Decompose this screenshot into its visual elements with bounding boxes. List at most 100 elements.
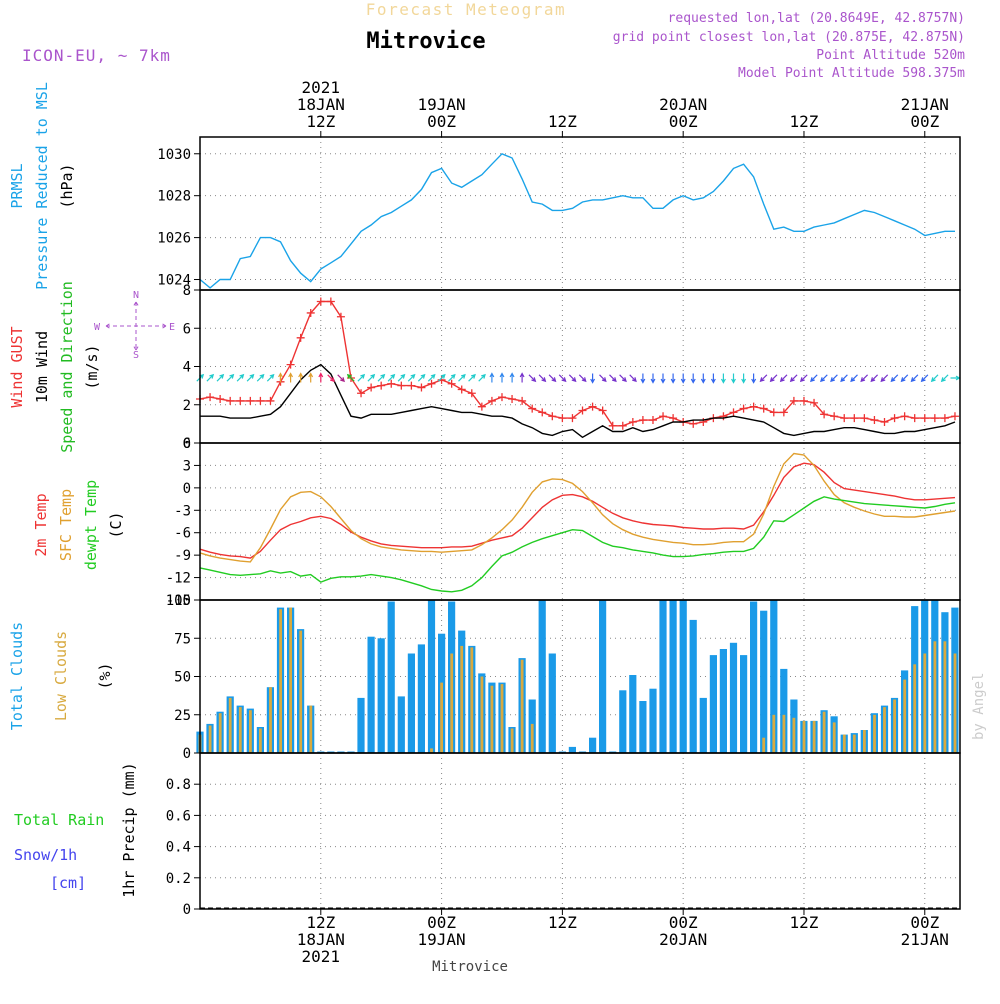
gust-marker [789, 396, 798, 405]
top-time-label: 00Z [669, 112, 698, 131]
gust-marker [920, 414, 929, 423]
wind-direction-arrow [216, 373, 225, 382]
gust-marker [930, 414, 939, 423]
gust-marker [216, 395, 225, 404]
gust-marker [487, 396, 496, 405]
gust-marker [850, 414, 859, 423]
bottom-time-label: 2021 [302, 947, 341, 966]
pressure-axis-label: Pressure Reduced to MSL [33, 82, 51, 290]
total-rain-label: Total Rain [14, 811, 104, 829]
wind-direction-arrow [246, 373, 255, 382]
total-clouds-bar [397, 696, 405, 753]
y-tick-label: 8 [183, 283, 191, 299]
top-time-label: 00Z [427, 112, 456, 131]
gust-marker [608, 421, 617, 430]
low-clouds-bar [490, 685, 494, 753]
low-clouds-bar [792, 717, 796, 753]
wind-direction-arrow [226, 373, 235, 382]
wind-direction-arrow [288, 372, 294, 383]
low-clouds-bar [772, 714, 776, 754]
y-tick-label: 100 [166, 593, 191, 609]
wind-direction-arrow [519, 372, 525, 383]
gust-marker [256, 396, 265, 405]
top-time-label: 20JAN [659, 95, 707, 114]
bottom-time-label: 12Z [548, 913, 577, 932]
low-clouds-bar [832, 722, 836, 753]
gust-marker [357, 389, 366, 398]
gust-marker [729, 408, 738, 417]
gust-marker [638, 416, 647, 425]
wind-direction-arrow [256, 373, 265, 382]
gust-marker [467, 389, 476, 398]
bottom-time-label: 21JAN [901, 930, 949, 949]
wind-direction-arrow [599, 374, 607, 383]
total-clouds-bar [367, 636, 375, 753]
snow-unit-label: [cm] [50, 874, 86, 892]
precip-axis-label: 1hr Precip (mm) [120, 762, 138, 897]
gust-marker [568, 414, 577, 423]
y-tick-label: 1026 [157, 231, 191, 247]
total-clouds-bar [669, 600, 677, 753]
gust-marker [316, 297, 325, 306]
top-time-label: 21JAN [901, 95, 949, 114]
gust-marker [538, 408, 547, 417]
y-tick-label: -9 [174, 548, 191, 564]
gust-marker [659, 412, 668, 421]
total-clouds-bar [589, 737, 597, 753]
gust-marker [508, 395, 517, 404]
pressure-axis-label: PRMSL [8, 163, 26, 208]
wind-direction-arrow [578, 374, 587, 383]
wind-direction-arrow [327, 374, 335, 383]
compass-south: S [133, 350, 139, 361]
gust-marker [940, 414, 949, 423]
low-clouds-bar [299, 630, 303, 753]
total-clouds-bar [538, 600, 546, 753]
gust-marker [306, 308, 315, 317]
gust-marker [910, 414, 919, 423]
wind-direction-arrow [930, 374, 939, 383]
bottom-time-label: 00Z [910, 913, 939, 932]
low-clouds-bar [289, 607, 292, 753]
y-tick-label: 25 [174, 708, 191, 724]
pressure-panel-frame [199, 136, 961, 291]
wind-direction-arrow [710, 373, 716, 384]
wind-direction-arrow [489, 372, 495, 383]
total-clouds-bar [548, 653, 556, 753]
y-tick-label: 0 [183, 436, 191, 452]
total-clouds-bar [699, 697, 707, 753]
gust-marker [296, 333, 305, 342]
series-line-wind-gust [199, 300, 956, 427]
gust-marker [689, 419, 698, 428]
wind-direction-arrow [609, 374, 617, 383]
wind-direction-arrow [417, 373, 426, 382]
bottom-time-label: 00Z [427, 913, 456, 932]
y-tick-label: 1024 [157, 273, 191, 289]
total-clouds-bar [427, 600, 436, 753]
gust-marker [518, 396, 527, 405]
low-clouds-bar [933, 641, 937, 753]
series-line-2m-temp [199, 462, 956, 559]
y-tick-label: 2 [183, 398, 191, 414]
low-clouds-bar [440, 682, 443, 753]
temp-axis-label: dewpt Temp [82, 480, 100, 570]
compass-west: W [94, 322, 101, 333]
gust-marker [628, 417, 637, 426]
data-layer [196, 152, 961, 909]
y-tick-label: 50 [174, 670, 191, 686]
gust-marker [799, 396, 808, 405]
wind-direction-arrow [499, 372, 505, 383]
pressure-axis-label: (hPa) [58, 163, 76, 208]
gust-marker [749, 402, 758, 411]
low-clouds-bar [943, 641, 947, 753]
total-clouds-bar [729, 642, 738, 753]
wind-direction-arrow [920, 374, 929, 383]
gust-marker [669, 414, 678, 423]
series-line-10m-wind [200, 363, 956, 439]
gust-marker [427, 379, 436, 388]
credit-watermark: by Angel [971, 673, 987, 740]
y-tick-label: 75 [174, 631, 191, 647]
compass-rose [105, 301, 167, 351]
gust-marker [759, 404, 768, 413]
